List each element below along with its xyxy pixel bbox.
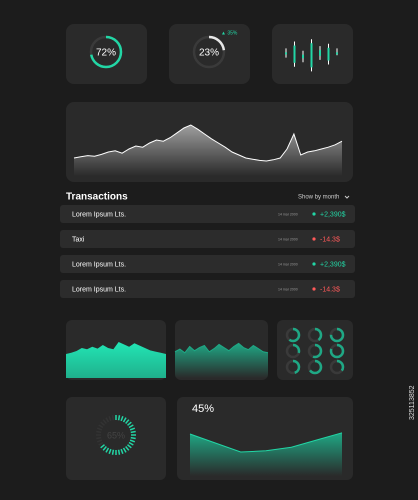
progress-tick <box>122 417 127 423</box>
card <box>169 24 250 84</box>
card <box>66 24 147 84</box>
progress-tick <box>98 424 104 429</box>
progress-tick <box>111 449 115 455</box>
progress-tick <box>96 430 102 434</box>
teal-area <box>175 343 268 378</box>
transaction-row[interactable] <box>60 205 355 223</box>
progress-tick <box>128 441 134 446</box>
card <box>66 397 166 480</box>
ring-arc <box>89 35 123 69</box>
progress-tick <box>102 419 107 424</box>
transaction-amount: -14.3$ <box>320 286 340 293</box>
ring-arc <box>307 343 323 359</box>
progress-tick <box>122 447 127 453</box>
transaction-name: Taxi <box>72 236 85 243</box>
progress-tick <box>100 421 105 426</box>
bar <box>302 54 304 59</box>
progress-tick <box>117 415 121 421</box>
status-dot <box>312 237 316 241</box>
transaction-row[interactable] <box>60 255 355 273</box>
main-line <box>73 124 343 162</box>
transaction-row[interactable] <box>60 280 355 298</box>
filter[interactable]: Show by month <box>298 195 339 201</box>
transaction-amount: +2,390$ <box>320 211 346 218</box>
progress-tick <box>129 439 136 443</box>
stock-id: 325113852 <box>409 385 416 420</box>
transaction-name: Lorem Ipsum Lts. <box>72 286 126 293</box>
progress-tick <box>117 449 121 455</box>
progress-tick <box>100 444 105 449</box>
ring-arc <box>307 327 323 343</box>
transaction-name: Lorem Ipsum Lts. <box>72 211 126 218</box>
status-dot <box>312 262 316 266</box>
transaction-date: 14 mar 2000 <box>278 287 298 291</box>
progress-tick <box>98 441 104 446</box>
bar <box>310 43 313 68</box>
progress-tick <box>96 427 103 431</box>
progress-tick <box>125 419 130 424</box>
green-area <box>66 342 166 378</box>
progress-tick <box>129 427 136 431</box>
progress-tick <box>125 446 130 451</box>
progress-tick <box>102 446 107 451</box>
section-title: Transactions <box>66 192 128 203</box>
transaction-name: Lorem Ipsum Lts. <box>72 261 126 268</box>
ring-arc <box>192 35 226 69</box>
transaction-amount: +2,390$ <box>320 261 346 268</box>
ring-arc <box>329 327 345 343</box>
ring-arc <box>285 343 301 359</box>
progress-tick <box>128 424 134 429</box>
summary-line <box>189 432 343 453</box>
status-dot <box>312 212 316 216</box>
transaction-row[interactable] <box>60 230 355 248</box>
status-dot <box>312 287 316 291</box>
card <box>277 320 353 380</box>
progress-tick <box>96 439 103 443</box>
summary-label: 45% <box>192 403 214 415</box>
bar <box>327 47 330 61</box>
bar <box>293 45 296 63</box>
ring-arc <box>307 359 323 375</box>
bar <box>336 52 338 55</box>
progress-tick <box>120 448 124 455</box>
main-area <box>74 125 342 176</box>
bar <box>319 50 321 56</box>
teal-line <box>174 342 269 354</box>
progress-tick <box>130 436 136 440</box>
progress-label: 65% <box>107 430 125 440</box>
transaction-date: 14 mar 2000 <box>278 212 298 216</box>
progress-tick <box>105 447 110 453</box>
ring-arc <box>329 359 345 375</box>
gauge-label: 23% <box>199 48 219 59</box>
ring-arc <box>285 327 301 343</box>
transaction-date: 14 mar 2000 <box>278 262 298 266</box>
progress-tick <box>130 430 136 434</box>
ring-arc <box>285 359 301 375</box>
summary-area <box>190 432 342 476</box>
change-label: ▲ 35% <box>221 30 238 36</box>
progress-tick <box>96 436 102 440</box>
chevron <box>344 195 350 199</box>
ring-arc <box>329 343 345 359</box>
bar <box>285 52 287 55</box>
progress-tick <box>127 421 132 426</box>
transaction-date: 14 mar 2000 <box>278 237 298 241</box>
progress-tick <box>108 448 112 455</box>
progress-tick <box>105 417 110 423</box>
gauge-label: 72% <box>96 48 116 59</box>
progress-tick <box>127 444 132 449</box>
progress-tick <box>108 415 112 422</box>
progress-tick <box>120 415 124 422</box>
progress-tick <box>111 415 115 421</box>
transaction-amount: -14.3$ <box>320 236 340 243</box>
